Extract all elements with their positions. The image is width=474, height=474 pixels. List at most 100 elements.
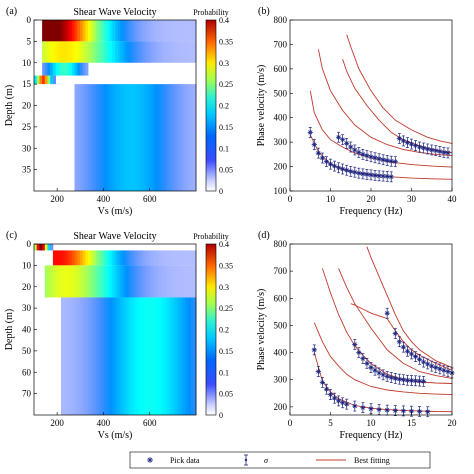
heatmap-cell (187, 297, 191, 415)
heatmap-cell (106, 265, 110, 298)
heatmap-cell (125, 297, 129, 415)
pick-point (384, 371, 390, 382)
heatmap-cell (117, 84, 121, 192)
pick-point (404, 374, 411, 386)
heatmap-cell (139, 84, 143, 192)
heatmap-cell (190, 250, 194, 266)
pick-point (360, 353, 366, 364)
heatmap-cell (47, 41, 51, 63)
heatmap-cell (104, 297, 108, 415)
heatmap-cell (42, 62, 46, 76)
heatmap-cell (174, 20, 178, 42)
heatmap-cell (90, 20, 94, 42)
heatmap-cell (190, 84, 194, 192)
heatmap-cell (88, 41, 92, 63)
star-stroke (308, 130, 313, 135)
heatmap-cell (163, 250, 167, 266)
heatmap-cell (150, 41, 154, 63)
star-stroke (316, 369, 321, 374)
star-stroke (405, 378, 410, 383)
heatmap-cell (193, 41, 197, 63)
heatmap-cell (82, 62, 86, 76)
heatmap-cell (190, 20, 194, 42)
star-stroke (389, 375, 394, 380)
pick-point (388, 171, 394, 183)
star-stroke (356, 150, 361, 155)
star-stroke (433, 148, 438, 153)
heatmap-cell (193, 84, 197, 192)
y-tick-label: 300 (274, 375, 288, 385)
star-stroke (397, 339, 402, 344)
pick-point (417, 141, 423, 153)
panel-label: (a) (6, 6, 17, 17)
pick-point (441, 147, 447, 158)
heatmap-cell (193, 265, 197, 298)
star-stroke (437, 149, 442, 154)
star-stroke (405, 140, 410, 145)
heatmap-cell (131, 41, 135, 63)
x-tick-label: 600 (143, 418, 157, 428)
plot-background (290, 244, 452, 415)
star-stroke (340, 166, 345, 172)
colorbar-tick-label: 0.35 (219, 37, 233, 46)
heatmap-cell (74, 20, 78, 42)
star-stroke (429, 364, 434, 369)
heatmap-cell (123, 41, 127, 63)
star-stroke (372, 173, 378, 178)
heatmap-cell (144, 84, 148, 192)
heatmap-cell (117, 250, 121, 266)
heatmap-cell (52, 20, 56, 42)
heatmap-cell (63, 41, 67, 63)
heatmap-cell (160, 265, 164, 298)
star-stroke (425, 361, 430, 367)
heatmap-cell (150, 250, 154, 266)
heatmap-cell (50, 41, 54, 63)
star-stroke (368, 154, 374, 159)
heatmap-cell (177, 84, 181, 192)
heatmap-cell (66, 62, 70, 76)
pick-point (392, 156, 398, 168)
star-stroke (376, 156, 382, 161)
heatmap-cell (193, 250, 197, 266)
heatmap-cell (147, 265, 151, 298)
pick-point (380, 369, 386, 381)
star-stroke (324, 159, 329, 164)
heatmap-cell (109, 265, 113, 298)
heatmap-cell (106, 84, 110, 192)
heatmap-cell (147, 250, 151, 266)
heatmap-cell (93, 265, 97, 298)
heatmap-cell (193, 297, 197, 415)
heatmap-cell (125, 20, 129, 42)
pick-point (425, 358, 431, 370)
heatmap-cell (42, 41, 46, 63)
colorbar-tick-label: 0.25 (219, 304, 233, 313)
star-stroke (409, 141, 414, 147)
heatmap-cell (177, 41, 181, 63)
star-stroke (364, 172, 370, 177)
star-stroke (372, 155, 378, 160)
y-tick-label: 30 (22, 143, 32, 153)
heatmap-cell (82, 250, 86, 266)
pick-point (392, 328, 398, 339)
panel-label: (b) (258, 6, 270, 17)
colorbar-tick-label: 0.1 (219, 144, 229, 153)
heatmap-cell (123, 265, 127, 298)
heatmap-cell (61, 297, 65, 415)
pick-point (356, 167, 362, 179)
heatmap-cell (85, 265, 89, 298)
star-stroke (421, 379, 426, 384)
y-tick-label: 200 (274, 402, 288, 412)
heatmap-cell (77, 265, 81, 298)
heatmap-cell (142, 84, 146, 192)
heatmap-cell (77, 20, 81, 42)
heatmap-cell (171, 265, 175, 298)
heatmap-cell (88, 250, 92, 266)
star-stroke (328, 392, 333, 397)
heatmap-cell (66, 297, 70, 415)
heatmap-cell (187, 41, 191, 63)
heatmap-cell (144, 297, 148, 415)
heatmap-cell (147, 20, 151, 42)
heatmap-cell (174, 250, 178, 266)
star-stroke (393, 376, 398, 381)
